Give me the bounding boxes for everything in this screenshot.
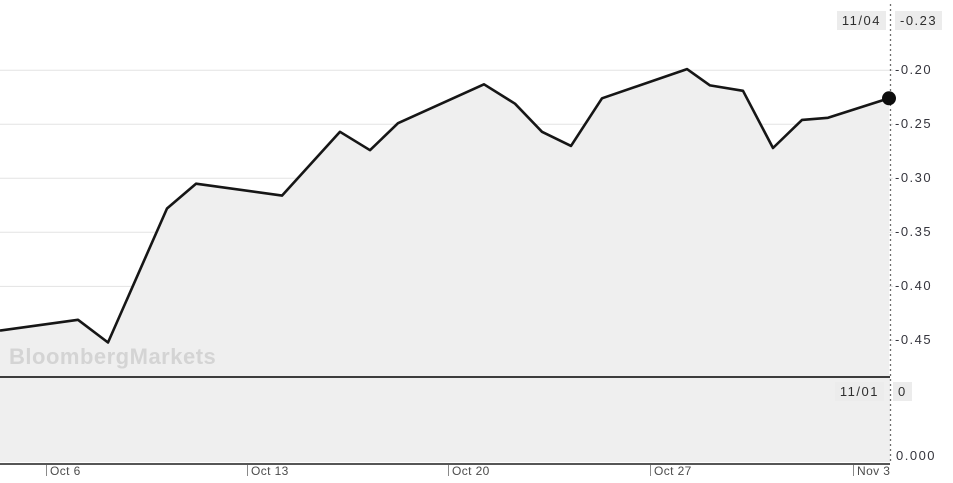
last-point-dot [882,91,896,106]
lower-panel-fill [0,378,890,462]
x-tick-label: Nov 3 [857,464,891,478]
lower-panel-date-chip: 11/01 [834,382,884,401]
last-point-value-chip: -0.23 [895,11,943,30]
y-tick-label: -0.45 [895,332,933,348]
x-tick-label: Oct 6 [50,464,81,478]
panel-separator-line [0,376,890,378]
x-tick-mark [46,465,47,476]
lower-axis-zero-label: 0.000 [896,448,937,463]
bloomberg-watermark: BloombergMarkets [9,344,217,369]
lower-panel-value-chip: 0 [893,382,912,401]
y-tick-label: -0.30 [895,170,933,186]
x-tick-mark [650,465,651,476]
x-tick-mark [247,465,248,476]
y-tick-label: -0.25 [895,116,933,132]
x-tick-label: Oct 27 [654,464,692,478]
last-point-date-chip: 11/04 [836,11,886,30]
x-tick-mark [853,465,854,476]
x-tick-mark [448,465,449,476]
x-tick-label: Oct 13 [251,464,289,478]
x-axis-line [0,463,890,465]
area-fill [0,69,889,376]
price-line [0,67,890,344]
x-tick-label: Oct 20 [452,464,490,478]
y-tick-label: -0.40 [895,278,933,294]
y-tick-label: -0.35 [895,224,933,240]
y-tick-label: -0.20 [895,62,933,78]
